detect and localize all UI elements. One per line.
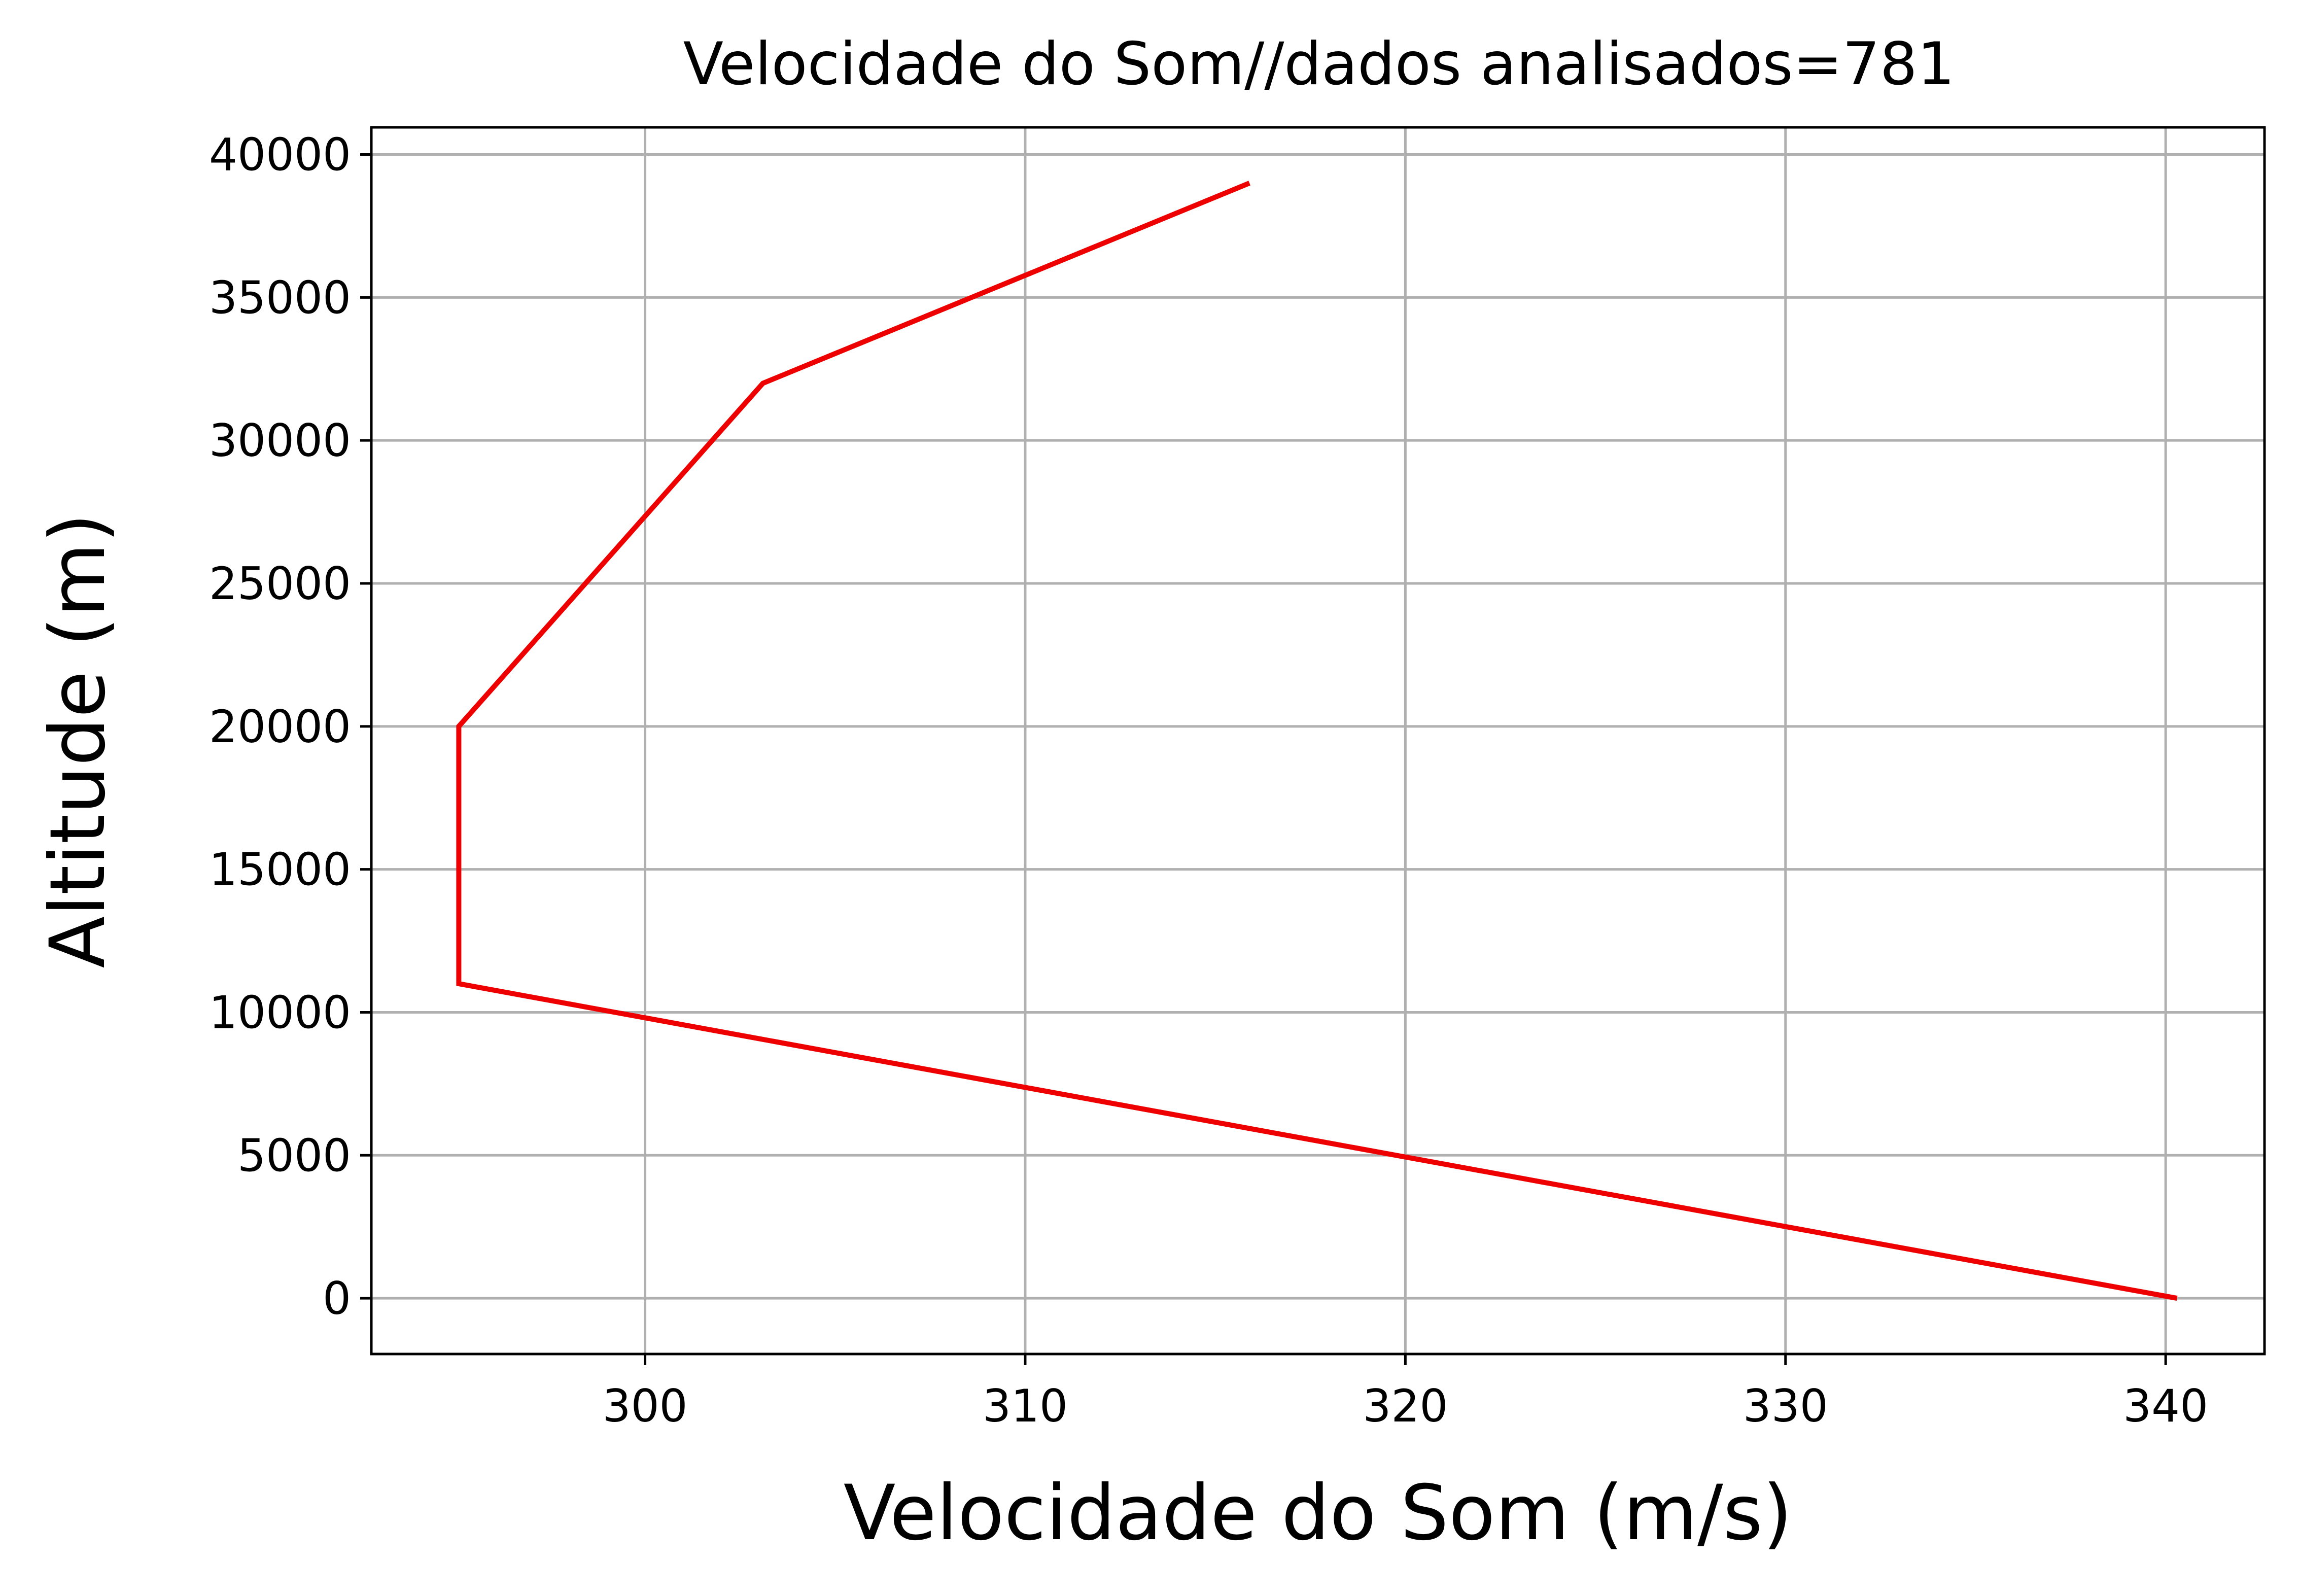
- y-tick-label: 40000: [209, 129, 351, 181]
- y-tick-label: 10000: [209, 986, 351, 1038]
- y-tick-label: 0: [323, 1272, 351, 1325]
- sound-speed-line: [456, 181, 2178, 1301]
- y-tick-label: 35000: [209, 271, 351, 324]
- x-tick-label: 320: [1363, 1380, 1448, 1432]
- y-tick-label: 30000: [209, 414, 351, 467]
- x-tick-label: 340: [2123, 1380, 2208, 1432]
- x-axis-label: Velocidade do Som (m/s): [844, 1469, 1792, 1557]
- y-axis-ticks: 0 5000 10000 15000 20000 25000 30000 35000 40000: [209, 129, 371, 1325]
- series-group: [456, 181, 2178, 1301]
- x-tick-label: 310: [983, 1380, 1068, 1432]
- y-tick-label: 20000: [209, 701, 351, 753]
- x-tick-label: 330: [1743, 1380, 1828, 1432]
- plot-frame: [370, 126, 2266, 1356]
- y-tick-label: 15000: [209, 844, 351, 896]
- y-tick-label: 25000: [209, 558, 351, 610]
- y-axis-label: Altitude (m): [34, 513, 122, 968]
- grid-lines: [371, 127, 2265, 1354]
- chart-title: Velocidade do Som//dados analisados=781: [683, 30, 1955, 98]
- x-tick-label: 300: [603, 1380, 688, 1432]
- x-axis-ticks: 300 310 320 330 340: [603, 1354, 2208, 1432]
- y-tick-label: 5000: [237, 1129, 351, 1182]
